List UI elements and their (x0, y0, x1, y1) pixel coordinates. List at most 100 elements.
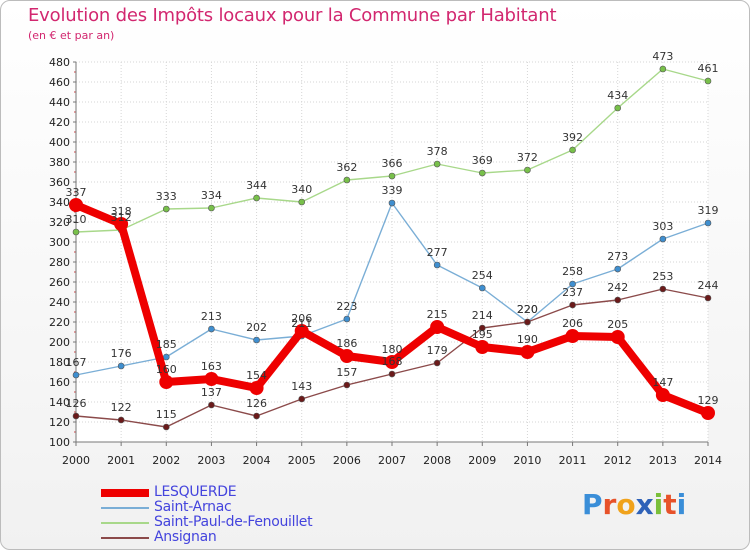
logo-letter: P (582, 488, 603, 521)
y-tick-label: 240 (49, 296, 70, 309)
legend-swatch (101, 507, 149, 509)
x-tick-label: 2002 (152, 454, 180, 467)
data-label-saint-paul-de-fenouillet: 366 (382, 157, 403, 170)
data-point-lesquerde (520, 345, 535, 359)
legend-label: Saint-Paul-de-Fenouillet (154, 514, 313, 530)
data-point-lesquerde (204, 372, 219, 386)
y-tick-label: 300 (49, 236, 70, 249)
data-label-ansignan: 122 (111, 401, 132, 414)
data-label-saint-arnac: 254 (472, 269, 493, 282)
data-point-saint-arnac (253, 336, 260, 344)
data-label-saint-paul-de-fenouillet: 392 (562, 131, 583, 144)
logo-letter: t (663, 488, 677, 521)
data-label-saint-arnac: 202 (246, 321, 267, 334)
data-point-saint-paul-de-fenouillet (162, 205, 170, 213)
data-label-lesquerde: 129 (698, 394, 719, 407)
data-label-saint-paul-de-fenouillet: 310 (66, 213, 87, 226)
data-label-saint-arnac: 213 (201, 310, 222, 323)
data-label-saint-paul-de-fenouillet: 362 (336, 161, 357, 174)
y-tick-label: 400 (49, 136, 70, 149)
data-point-saint-arnac (388, 199, 396, 207)
data-point-saint-arnac (614, 265, 622, 273)
data-label-ansignan: 126 (66, 397, 87, 410)
data-point-saint-paul-de-fenouillet (569, 146, 576, 154)
data-label-ansignan: 157 (336, 366, 357, 379)
x-tick-label: 2012 (604, 454, 632, 467)
data-label-lesquerde: 190 (517, 333, 538, 346)
data-point-lesquerde (655, 388, 670, 402)
data-point-lesquerde (249, 381, 264, 395)
y-tick-label: 380 (49, 156, 70, 169)
x-tick-label: 2010 (513, 454, 541, 467)
y-tick-label: 320 (49, 216, 70, 229)
data-label-saint-paul-de-fenouillet: 434 (607, 89, 628, 102)
x-tick-label: 2003 (197, 454, 225, 467)
data-label-saint-arnac: 211 (291, 317, 312, 330)
data-point-saint-paul-de-fenouillet (72, 228, 80, 236)
logo-letter: i (653, 488, 664, 521)
data-label-ansignan: 242 (607, 281, 628, 294)
data-label-ansignan: 143 (291, 380, 312, 393)
data-label-ansignan: 214 (472, 309, 493, 322)
x-tick-label: 2001 (107, 454, 135, 467)
data-point-ansignan (659, 285, 667, 293)
data-label-ansignan: 237 (562, 286, 583, 299)
data-point-lesquerde (294, 324, 309, 338)
data-point-ansignan (117, 416, 125, 424)
logo-letter: x (635, 488, 654, 521)
data-point-lesquerde (610, 330, 625, 344)
data-point-saint-arnac (117, 362, 125, 370)
data-label-lesquerde: 195 (472, 328, 493, 341)
legend-item-lesquerde: LESQUERDE (101, 484, 361, 500)
x-tick-label: 2007 (378, 454, 406, 467)
data-label-saint-arnac: 303 (652, 220, 673, 233)
logo-letter: o (616, 488, 636, 521)
data-point-ansignan (569, 301, 576, 309)
data-label-saint-arnac: 223 (336, 300, 357, 313)
y-tick-label: 460 (49, 76, 70, 89)
x-tick-label: 2004 (243, 454, 271, 467)
data-label-lesquerde: 215 (427, 308, 448, 321)
data-point-lesquerde (339, 349, 354, 363)
x-tick-label: 2014 (694, 454, 722, 467)
y-tick-label: 280 (49, 256, 70, 269)
x-tick-label: 2013 (649, 454, 677, 467)
data-label-saint-paul-de-fenouillet: 344 (246, 179, 267, 192)
y-tick-label: 120 (49, 416, 70, 429)
data-label-lesquerde: 160 (156, 363, 177, 376)
data-label-lesquerde: 206 (291, 312, 312, 325)
data-point-saint-paul-de-fenouillet (524, 166, 531, 174)
data-point-saint-paul-de-fenouillet (433, 160, 441, 168)
data-label-saint-arnac: 319 (698, 204, 719, 217)
data-label-saint-arnac: 176 (111, 347, 132, 360)
data-label-saint-arnac: 220 (517, 303, 538, 316)
data-label-saint-arnac: 185 (156, 338, 177, 351)
data-point-ansignan (704, 294, 712, 302)
data-point-saint-arnac (433, 261, 441, 269)
data-point-ansignan (162, 423, 170, 431)
data-point-ansignan (298, 395, 306, 403)
chart-title: Evolution des Impôts locaux pour la Comm… (28, 5, 557, 26)
data-label-saint-arnac: 277 (427, 246, 448, 259)
x-tick-label: 2005 (288, 454, 316, 467)
data-label-saint-paul-de-fenouillet: 333 (156, 190, 177, 203)
data-point-saint-arnac (478, 284, 486, 292)
data-label-lesquerde: 186 (336, 337, 357, 350)
data-point-saint-arnac (162, 353, 170, 361)
x-tick-label: 2009 (468, 454, 496, 467)
y-tick-label: 100 (49, 436, 70, 449)
data-label-lesquerde: 205 (607, 318, 628, 331)
chart-subtitle: (en € et par an) (28, 29, 115, 42)
legend-swatch (101, 537, 149, 539)
y-tick-label: 480 (49, 56, 70, 69)
data-point-ansignan (433, 359, 441, 367)
data-point-saint-arnac (569, 280, 576, 288)
data-label-saint-paul-de-fenouillet: 312 (111, 211, 132, 224)
data-point-lesquerde (385, 355, 399, 369)
legend-item-saint-paul-de-fenouillet: Saint-Paul-de-Fenouillet (101, 514, 361, 530)
data-label-saint-paul-de-fenouillet: 378 (427, 145, 448, 158)
x-tick-label: 2011 (559, 454, 587, 467)
x-tick-label: 2008 (423, 454, 451, 467)
data-point-saint-paul-de-fenouillet (298, 198, 306, 206)
